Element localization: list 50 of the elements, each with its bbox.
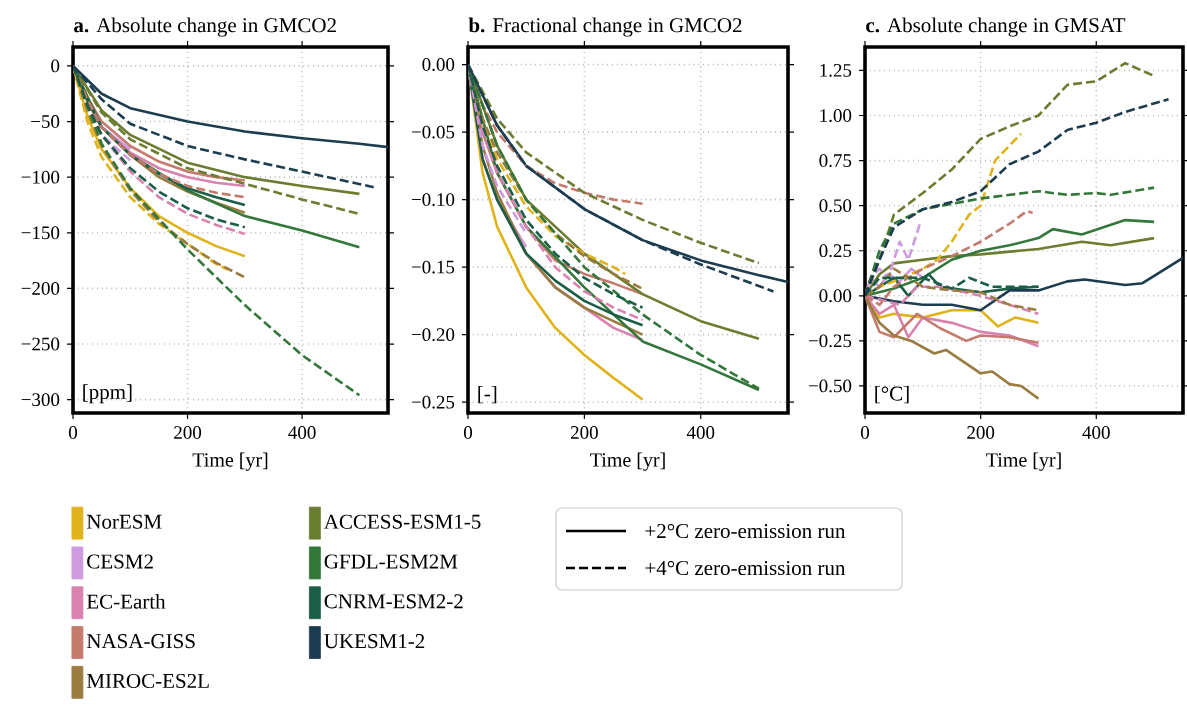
- x-tick-label: 400: [288, 426, 316, 439]
- legend-label: EC-Earth: [86, 593, 166, 609]
- y-axis-title: [ppm]: [83, 384, 132, 404]
- legend-label: CNRM-ESM2-2: [324, 594, 463, 609]
- legend-label: CESM2: [87, 554, 153, 569]
- legend-label: NASA-GISS: [86, 634, 195, 649]
- x-tick-label: 0: [860, 426, 870, 439]
- text: +2°C zero-emission run: [645, 523, 846, 539]
- x-tick-label: 0: [68, 426, 78, 439]
- x-tick-label: 200: [967, 426, 995, 439]
- y-tick-label: −0.20: [411, 328, 455, 342]
- legend-label: ACCESS-ESM1-5: [324, 514, 481, 529]
- y-tick-label: −250: [21, 337, 60, 351]
- x-tick-label: 0: [463, 426, 473, 439]
- x-axis-title: Time [yr]: [590, 452, 665, 471]
- y-tick-label: −100: [21, 170, 60, 184]
- y-tick-label: 0: [51, 59, 60, 73]
- y-tick-label: −0.25: [411, 395, 455, 409]
- y-tick-label: 0.00: [819, 289, 852, 303]
- y-axis-title: [-]: [478, 385, 497, 404]
- chart-title: b. Fractional change in GMCO2: [468, 17, 742, 37]
- y-tick-label: −0.10: [411, 193, 455, 207]
- x-tick-label: 400: [686, 426, 715, 439]
- y-tick-label: −50: [31, 115, 60, 128]
- y-tick-label: −0.15: [411, 260, 455, 274]
- y-axis-title: [°C]: [875, 385, 909, 404]
- y-tick-label: 0.50: [819, 199, 852, 213]
- y-tick-label: −200: [21, 281, 60, 295]
- y-tick-label: 1.00: [820, 109, 852, 122]
- x-tick-label: 200: [174, 426, 202, 439]
- legend-label: UKESM1-2: [324, 634, 425, 649]
- y-tick-label: 0.25: [819, 244, 852, 258]
- x-tick-label: 200: [570, 426, 598, 439]
- y-tick-label: 1.25: [820, 64, 852, 77]
- y-tick-label: −300: [21, 393, 60, 407]
- x-axis-title: Time [yr]: [986, 452, 1061, 471]
- chart-title: a. Absolute change in GMCO2: [74, 17, 336, 37]
- y-tick-label: −0.25: [808, 334, 852, 348]
- legend-label: NorESM: [86, 514, 162, 529]
- x-tick-label: 400: [1082, 426, 1110, 439]
- y-tick-label: −0.50: [808, 379, 852, 393]
- y-tick-label: −0.05: [411, 125, 455, 139]
- y-tick-label: 0.00: [422, 58, 455, 72]
- legend-label: MIROC-ES2L: [86, 673, 209, 689]
- y-tick-label: −150: [21, 226, 60, 240]
- text: +4°C zero-emission run: [645, 560, 846, 576]
- legend-label: GFDL-ESM2M: [324, 554, 458, 569]
- chart-title: c. Absolute change in GMSAT: [866, 17, 1126, 37]
- y-tick-label: 0.75: [819, 154, 852, 168]
- x-axis-title: Time [yr]: [192, 452, 268, 471]
